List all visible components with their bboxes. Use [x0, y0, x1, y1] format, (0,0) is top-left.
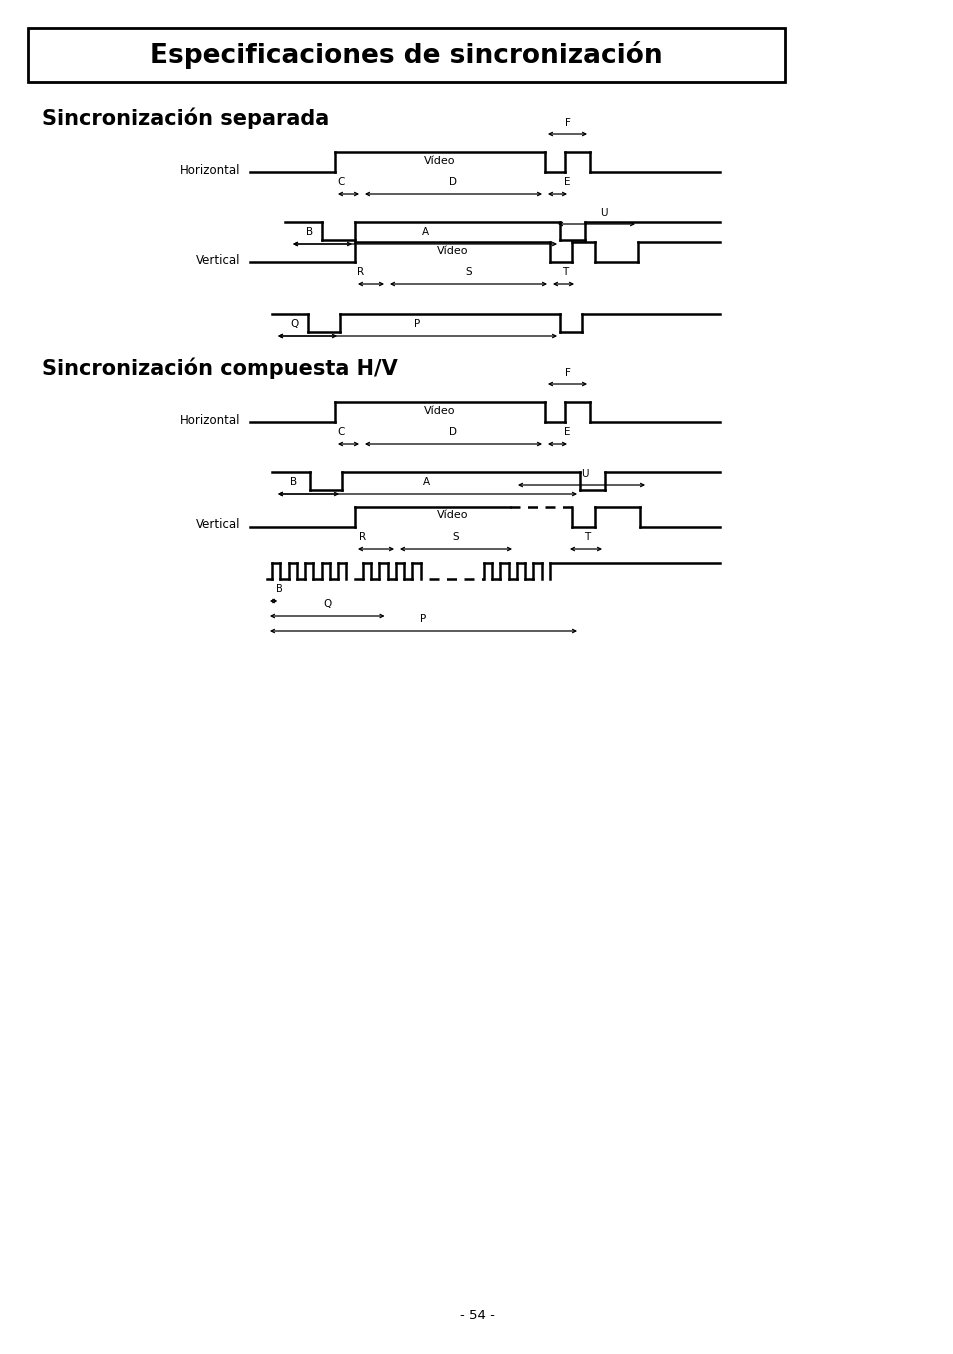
Text: U: U — [580, 468, 588, 479]
Text: F: F — [564, 118, 570, 129]
Text: A: A — [422, 477, 429, 487]
Text: - 54 -: - 54 - — [459, 1309, 494, 1323]
Text: Horizontal: Horizontal — [179, 413, 240, 427]
Text: E: E — [563, 427, 570, 437]
Text: Especificaciones de sincronización: Especificaciones de sincronización — [150, 41, 662, 69]
Text: S: S — [453, 532, 458, 542]
Text: C: C — [337, 177, 344, 187]
Text: Horizontal: Horizontal — [179, 164, 240, 176]
Text: U: U — [599, 209, 607, 218]
Text: P: P — [420, 613, 426, 624]
Text: Vertical: Vertical — [195, 519, 240, 532]
Text: Vídeo: Vídeo — [436, 510, 468, 520]
Text: Sincronización separada: Sincronización separada — [42, 107, 329, 129]
Text: B: B — [275, 584, 282, 594]
FancyBboxPatch shape — [28, 28, 784, 83]
Text: Vertical: Vertical — [195, 253, 240, 267]
Text: D: D — [449, 427, 457, 437]
Text: Q: Q — [323, 598, 331, 609]
Text: T: T — [561, 267, 568, 278]
Text: Vídeo: Vídeo — [436, 246, 468, 256]
Text: B: B — [290, 477, 297, 487]
Text: A: A — [421, 227, 428, 237]
Text: Sincronización compuesta H/V: Sincronización compuesta H/V — [42, 357, 397, 379]
Text: B: B — [306, 227, 314, 237]
Text: R: R — [357, 267, 364, 278]
Text: P: P — [414, 320, 420, 329]
Text: E: E — [563, 177, 570, 187]
Text: Vídeo: Vídeo — [424, 406, 456, 416]
Text: R: R — [359, 532, 366, 542]
Text: Vídeo: Vídeo — [424, 156, 456, 167]
Text: S: S — [465, 267, 472, 278]
Text: F: F — [564, 368, 570, 378]
Text: T: T — [583, 532, 590, 542]
Text: Q: Q — [290, 320, 298, 329]
Text: D: D — [449, 177, 457, 187]
Text: C: C — [337, 427, 344, 437]
